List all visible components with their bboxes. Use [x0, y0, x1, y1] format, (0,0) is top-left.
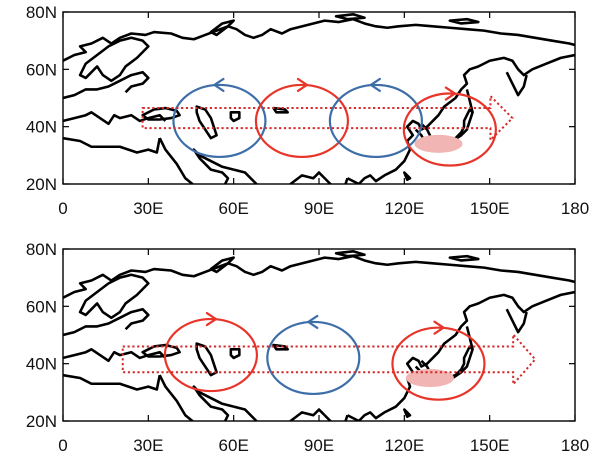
- anticyclonic-circulation-0: [163, 311, 259, 393]
- longitude-tick-label: 0: [58, 199, 67, 218]
- longitude-tick-label: 60E: [219, 199, 249, 218]
- cyclonic-circulation-0: [172, 77, 267, 159]
- rotation-arrowhead-icon: [368, 77, 381, 93]
- rotation-arrowhead-icon: [296, 77, 309, 93]
- longitude-tick-label: 150E: [470, 436, 510, 455]
- latitude-tick-label: 40N: [26, 355, 57, 374]
- longitude-tick-label: 180: [561, 436, 589, 455]
- longitude-tick-label: 120E: [384, 199, 424, 218]
- coastline-map: [63, 250, 575, 421]
- cyclonic-circulation-2: [328, 77, 423, 159]
- latitude-tick-label: 60N: [26, 60, 57, 79]
- longitude-tick-label: 60E: [219, 436, 249, 455]
- longitude-tick-label: 30E: [133, 436, 163, 455]
- rotation-arrowhead-icon: [433, 320, 446, 335]
- anticyclonic-circulation-2: [391, 320, 486, 401]
- latitude-tick-label: 40N: [26, 118, 57, 137]
- rotation-arrowhead-icon: [212, 77, 225, 93]
- longitude-tick-label: 180: [561, 199, 589, 218]
- rotation-arrowhead-icon: [444, 86, 457, 101]
- rainfall-anomaly-patch: [414, 134, 463, 153]
- longitude-tick-label: 150E: [470, 199, 510, 218]
- rotation-arrowhead-icon: [306, 314, 319, 330]
- map-frame: [62, 11, 576, 185]
- coastline-map: [63, 13, 575, 184]
- anticyclonic-circulation-1: [254, 77, 350, 159]
- longitude-tick-label: 30E: [133, 199, 163, 218]
- latitude-tick-label: 20N: [26, 412, 57, 431]
- latitude-tick-label: 60N: [26, 297, 57, 316]
- latitude-tick-label: 20N: [26, 175, 57, 194]
- latitude-tick-label: 80N: [26, 240, 57, 259]
- longitude-tick-label: 120E: [384, 436, 424, 455]
- rotation-arrowhead-icon: [205, 311, 218, 327]
- wave-train-arrow: [121, 331, 537, 387]
- latitude-tick-label: 80N: [26, 3, 57, 22]
- map-frame: [62, 248, 576, 422]
- anticyclonic-circulation-3: [402, 86, 497, 167]
- cyclonic-circulation-1: [266, 314, 361, 396]
- longitude-tick-label: 90E: [304, 199, 334, 218]
- longitude-tick-label: 0: [58, 436, 67, 455]
- longitude-tick-label: 90E: [304, 436, 334, 455]
- rainfall-anomaly-patch: [405, 369, 454, 387]
